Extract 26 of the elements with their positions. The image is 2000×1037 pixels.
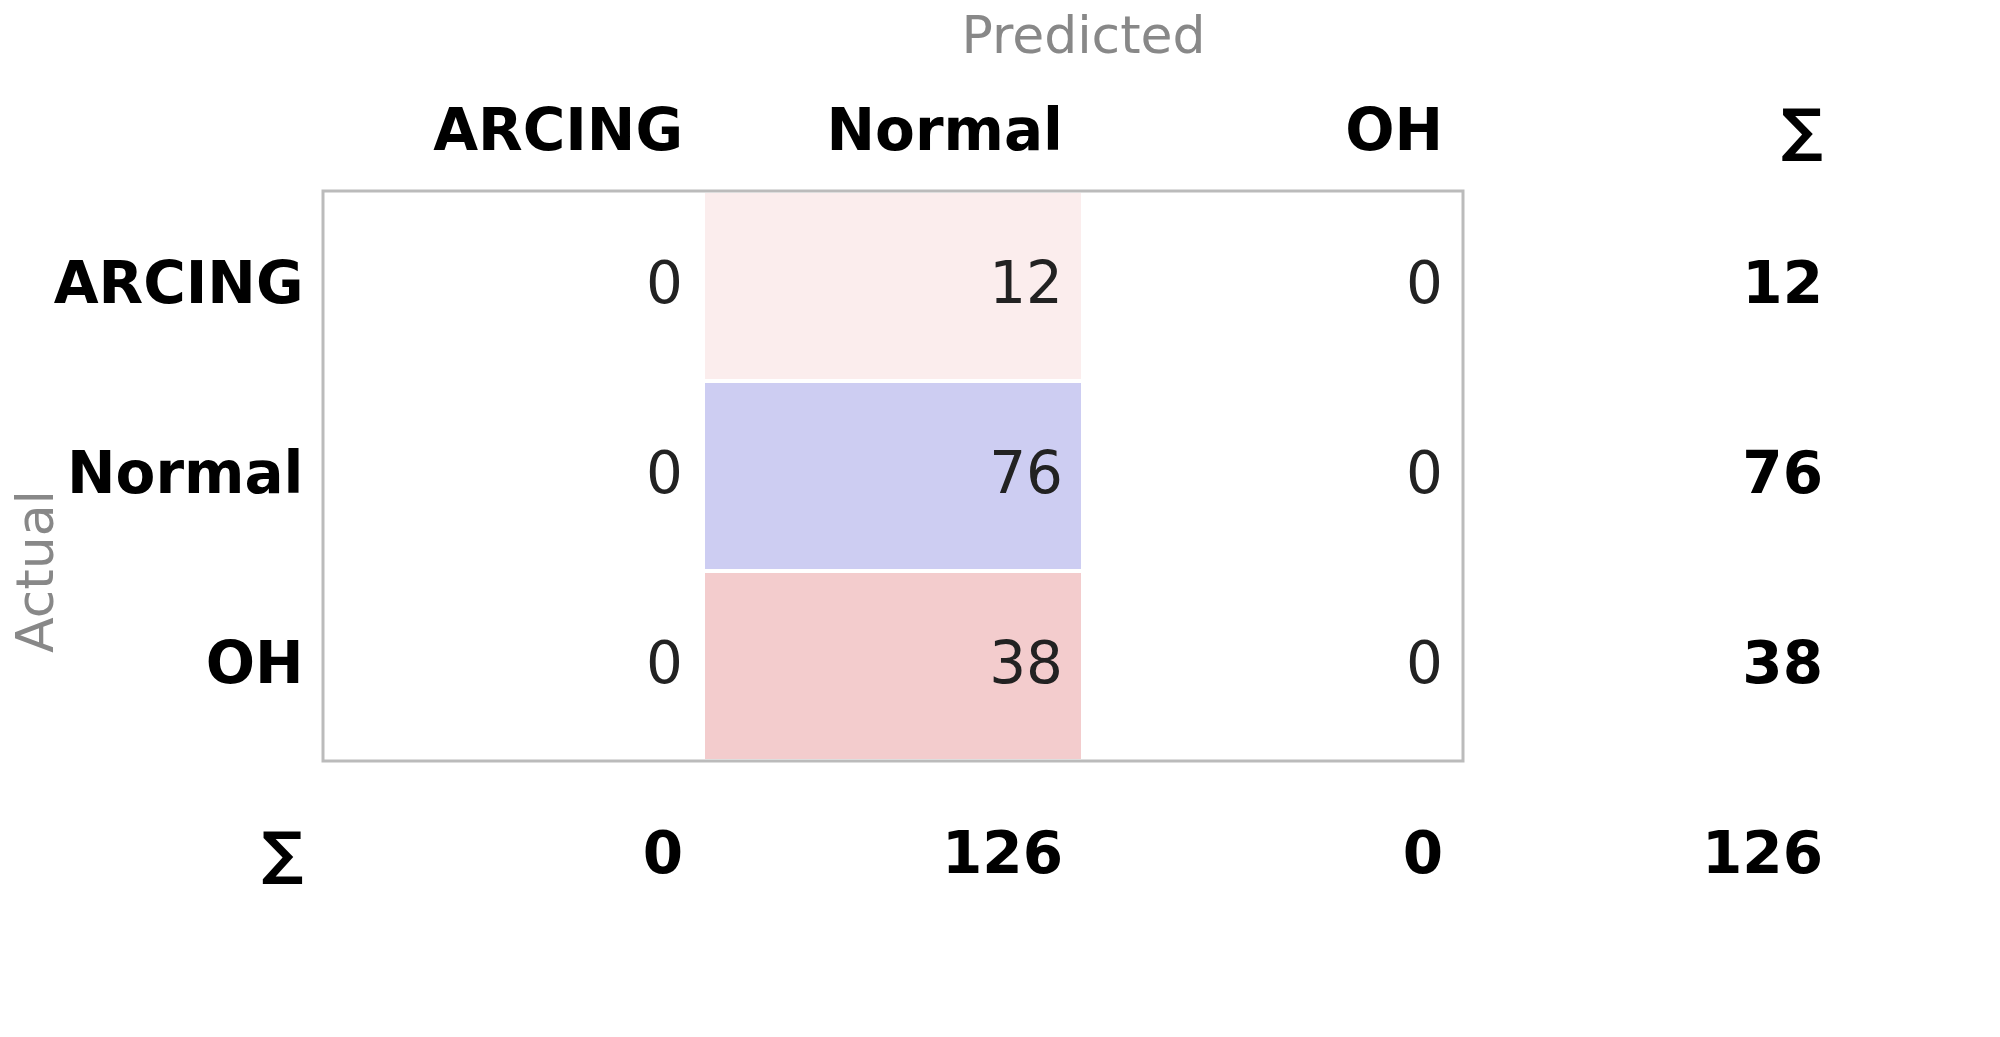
data-label: 126 [1701, 819, 1823, 887]
y-tick-label: OH [205, 629, 304, 697]
data-label: 0 [1406, 629, 1443, 697]
data-label: 76 [989, 439, 1063, 507]
data-label: 0 [646, 439, 683, 507]
y-axis-title: Actual [4, 490, 65, 653]
data-label: 0 [642, 819, 683, 887]
x-tick-label: ∑ [1781, 95, 1823, 164]
data-label: 12 [989, 249, 1063, 317]
x-axis-title: Predicted [961, 4, 1206, 65]
data-label: 38 [989, 629, 1063, 697]
x-tick-label: OH [1345, 95, 1443, 164]
y-tick-label: ARCING [53, 249, 304, 317]
data-label: 126 [941, 819, 1063, 887]
data-label: 0 [1406, 439, 1443, 507]
data-label: 0 [1402, 819, 1443, 887]
data-label: 0 [1406, 249, 1443, 317]
data-label: 12 [1742, 249, 1823, 317]
x-tick-label: ARCING [433, 95, 683, 164]
data-label: 76 [1742, 439, 1823, 507]
y-tick-label: ∑ [261, 819, 304, 887]
data-label: 0 [646, 629, 683, 697]
data-label: 0 [646, 249, 683, 317]
x-tick-label: Normal [826, 95, 1063, 164]
y-tick-label: Normal [67, 439, 304, 507]
data-label: 38 [1742, 629, 1823, 697]
